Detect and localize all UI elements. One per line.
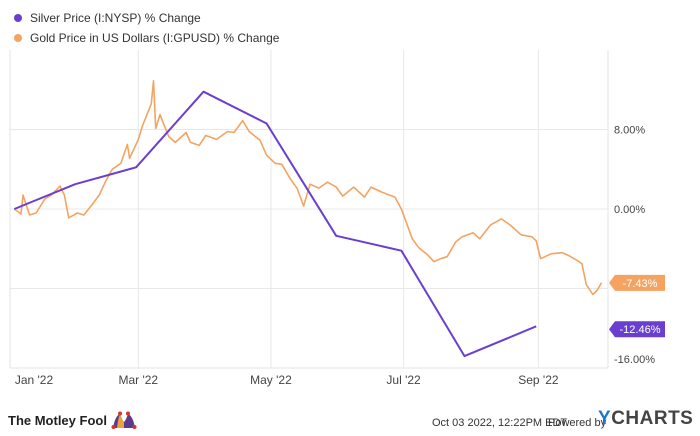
- legend-item-gold[interactable]: Gold Price in US Dollars (I:GPUSD) % Cha…: [14, 28, 279, 48]
- x-axis-ticks: Jan '22 Mar '22 May '22 Jul '22 Sep '22: [15, 373, 559, 387]
- y-axis-ticks: 8.00% 0.00% -16.00%: [614, 125, 655, 367]
- legend-label-gold: Gold Price in US Dollars (I:GPUSD) % Cha…: [30, 31, 280, 45]
- silver-end-label: -12.46%: [609, 321, 665, 338]
- grid-lines: [9, 50, 609, 369]
- x-tick-label: Jul '22: [386, 373, 421, 387]
- end-label-text: -12.46%: [620, 324, 661, 336]
- y-tick-label: 0.00%: [614, 204, 645, 216]
- ycharts-logo-text: CHARTS: [611, 408, 694, 429]
- brand-name: The Motley Fool: [8, 412, 107, 428]
- motley-fool-logo[interactable]: The Motley Fool: [8, 410, 137, 430]
- gold-series-line[interactable]: [13, 80, 603, 296]
- end-label-text: -7.43%: [623, 278, 658, 290]
- y-tick-label: -16.00%: [614, 354, 655, 366]
- jester-hat-icon: [111, 411, 137, 429]
- x-tick-label: Sep '22: [518, 373, 559, 387]
- x-tick-label: Mar '22: [118, 373, 158, 387]
- x-tick-label: Jan '22: [15, 373, 54, 387]
- end-labels: -12.46% -7.43%: [609, 274, 665, 338]
- x-tick-label: May '22: [250, 373, 292, 387]
- y-tick-label: 8.00%: [614, 125, 645, 137]
- legend-dot-silver: [14, 14, 22, 22]
- powered-by-label: Powered by: [548, 417, 607, 429]
- legend-item-silver[interactable]: Silver Price (I:NYSP) % Change: [14, 8, 279, 28]
- ycharts-logo-y: Y: [598, 408, 612, 429]
- series-lines: [13, 80, 603, 358]
- line-chart: Jan '22 Mar '22 May '22 Jul '22 Sep '22 8.00…: [9, 50, 665, 387]
- timestamp: Oct 03 2022, 12:22PM EDT.: [432, 417, 569, 429]
- footer: The Motley Fool Oct 03 2022, 12:22PM EDT…: [0, 400, 700, 436]
- chart-legend: Silver Price (I:NYSP) % Change Gold Pric…: [14, 8, 279, 48]
- end-label-box: [609, 321, 665, 338]
- silver-series-line[interactable]: [13, 90, 537, 358]
- legend-label-silver: Silver Price (I:NYSP) % Change: [30, 11, 201, 25]
- ycharts-logo[interactable]: YCHARTS: [598, 408, 693, 430]
- end-label-box: [609, 274, 665, 291]
- legend-dot-gold: [14, 34, 22, 42]
- gold-end-label: -7.43%: [609, 274, 665, 291]
